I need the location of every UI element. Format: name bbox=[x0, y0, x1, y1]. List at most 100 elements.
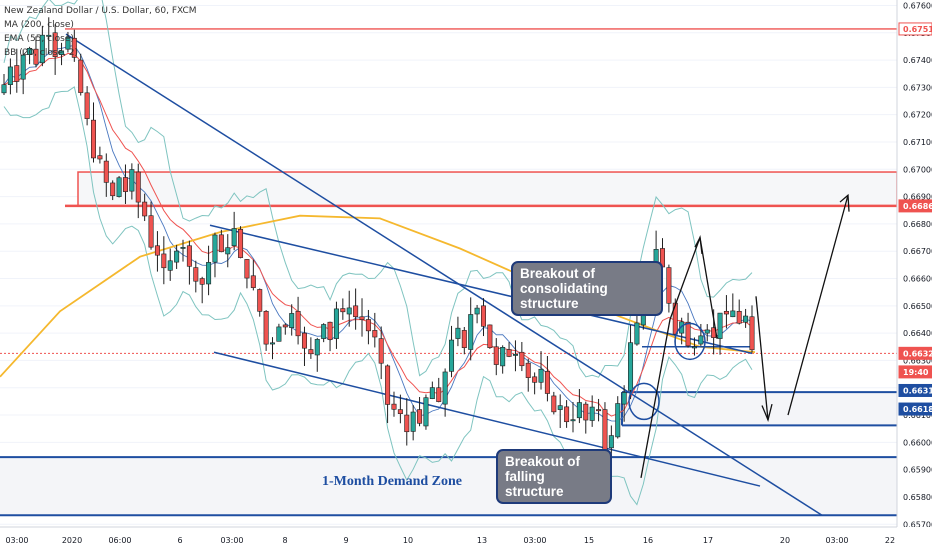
candle-body bbox=[33, 48, 39, 65]
channel-lower-line bbox=[213, 351, 761, 487]
time-tick-label: 06:00 bbox=[108, 536, 131, 545]
ma-legend: MA (200, close) bbox=[4, 20, 74, 30]
candle-body bbox=[691, 346, 697, 349]
candle-body bbox=[39, 34, 45, 64]
candle-body bbox=[557, 405, 563, 410]
candle-body bbox=[743, 315, 749, 323]
candle-body bbox=[199, 278, 205, 285]
candle-body bbox=[244, 259, 250, 279]
candle-body bbox=[289, 313, 295, 328]
candle-body bbox=[180, 247, 186, 249]
breakout-circle-falling bbox=[628, 382, 660, 421]
candle-body bbox=[340, 308, 346, 313]
candle-body bbox=[250, 275, 256, 288]
price-axis: 0.676000.675000.674000.673000.672000.671… bbox=[896, 0, 932, 550]
candle-body bbox=[480, 305, 486, 327]
candle-body bbox=[212, 234, 218, 263]
candle-body bbox=[161, 253, 167, 269]
ma200-line bbox=[0, 214, 756, 378]
price-axis-bg bbox=[897, 0, 932, 550]
time-tick-label: 03:00 bbox=[523, 536, 546, 545]
candle-body bbox=[174, 250, 180, 263]
candle-body bbox=[730, 310, 736, 318]
candle-body bbox=[455, 327, 461, 339]
candle-body bbox=[301, 332, 307, 349]
price-label-box bbox=[898, 365, 932, 379]
time-tick-label: 20 bbox=[780, 536, 790, 545]
price-label-box bbox=[898, 346, 932, 360]
callout-falling-line2: falling structure bbox=[505, 469, 564, 499]
price-label-text: 0.67514 bbox=[903, 25, 932, 34]
symbol-title: New Zealand Dollar / U.S. Dollar, 60, FX… bbox=[4, 6, 197, 16]
ema55-line bbox=[3, 52, 753, 417]
candle-body bbox=[544, 371, 550, 394]
candle-body bbox=[378, 338, 384, 364]
candle-body bbox=[551, 395, 557, 413]
candle-body bbox=[59, 50, 65, 55]
candle-body bbox=[749, 316, 755, 351]
projection-arrow-down bbox=[755, 296, 769, 421]
candle-body bbox=[365, 319, 371, 332]
candle-body bbox=[231, 228, 237, 247]
candle-body bbox=[321, 324, 327, 339]
candle-body bbox=[493, 346, 499, 365]
time-tick-label: 8 bbox=[282, 536, 287, 545]
time-tick-label: 03:00 bbox=[5, 536, 28, 545]
callout-consolidating-line2: consolidating structure bbox=[520, 281, 608, 311]
candle-body bbox=[487, 324, 493, 349]
price-label-box bbox=[898, 199, 932, 213]
candle-body bbox=[270, 342, 276, 345]
candle-body bbox=[442, 371, 448, 405]
candle-body bbox=[27, 47, 33, 55]
arrowhead-peak bbox=[694, 235, 703, 255]
candle-body bbox=[410, 411, 416, 432]
price-label-box bbox=[898, 383, 932, 397]
candle-body bbox=[218, 234, 224, 253]
candle-body bbox=[154, 245, 160, 256]
candle-body bbox=[308, 349, 314, 355]
price-label-text: 0.66326 bbox=[903, 349, 932, 358]
candle-body bbox=[186, 245, 192, 267]
candle-body bbox=[404, 414, 410, 433]
candle-body bbox=[589, 406, 595, 421]
candle-body bbox=[449, 339, 455, 372]
time-tick-label: 16 bbox=[643, 536, 653, 545]
candle-body bbox=[723, 310, 729, 315]
candle-body bbox=[564, 406, 570, 423]
candle-body bbox=[295, 310, 301, 337]
candle-body bbox=[263, 310, 269, 345]
candle-body bbox=[423, 397, 429, 427]
candle-body bbox=[135, 171, 141, 203]
candle-body bbox=[103, 160, 109, 183]
candle-body bbox=[685, 321, 691, 347]
candle-body bbox=[97, 155, 103, 160]
candle-body bbox=[634, 322, 640, 345]
candle-body bbox=[576, 402, 582, 419]
time-tick-label: 17 bbox=[703, 536, 713, 545]
candle-body bbox=[397, 409, 403, 414]
candle-body bbox=[122, 177, 128, 192]
price-label-text: 0.66866 bbox=[903, 202, 932, 211]
price-label-box bbox=[898, 22, 932, 36]
time-tick-label: 6 bbox=[177, 536, 182, 545]
candle-body bbox=[333, 308, 339, 339]
candle-body bbox=[417, 409, 423, 424]
falling-trendline bbox=[65, 33, 823, 516]
candle-body bbox=[314, 339, 320, 356]
candle-body bbox=[506, 349, 512, 357]
candle-body bbox=[596, 409, 602, 412]
